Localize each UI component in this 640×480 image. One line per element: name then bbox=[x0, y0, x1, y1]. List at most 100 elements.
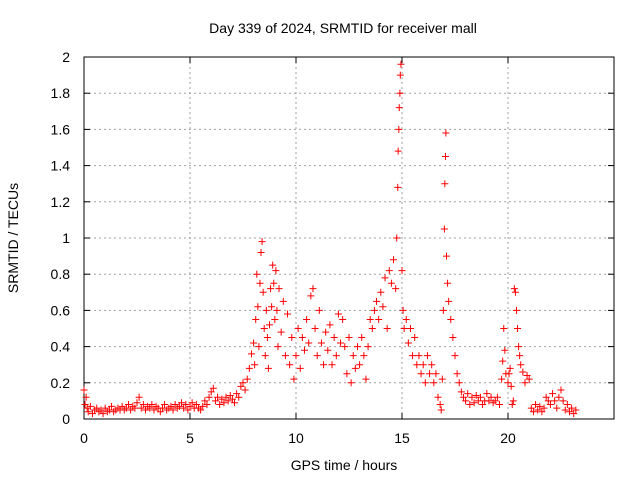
data-point bbox=[135, 393, 143, 401]
data-point bbox=[118, 402, 126, 410]
data-point bbox=[370, 306, 378, 314]
data-point bbox=[443, 252, 451, 260]
data-point bbox=[496, 401, 504, 409]
data-point bbox=[82, 393, 90, 401]
data-point bbox=[237, 382, 245, 390]
data-point bbox=[364, 343, 372, 351]
data-point bbox=[459, 393, 467, 401]
data-point bbox=[226, 391, 234, 399]
data-point bbox=[441, 153, 449, 161]
data-point bbox=[256, 279, 264, 287]
y-tick-labels: 0 0.2 0.4 0.6 0.8 1 1.2 1.4 1.6 1.8 2 bbox=[51, 49, 71, 427]
data-point bbox=[417, 370, 425, 378]
data-point bbox=[337, 339, 345, 347]
x-tick-label: 20 bbox=[500, 430, 516, 446]
data-point bbox=[88, 410, 96, 418]
data-point bbox=[434, 393, 442, 401]
data-point bbox=[243, 375, 251, 383]
data-point bbox=[269, 261, 277, 269]
data-point bbox=[453, 370, 461, 378]
data-point bbox=[197, 406, 205, 414]
data-point bbox=[300, 346, 308, 354]
data-point bbox=[260, 325, 268, 332]
data-point bbox=[105, 406, 113, 414]
data-point bbox=[362, 375, 370, 383]
data-point bbox=[534, 406, 542, 414]
data-point bbox=[399, 306, 407, 314]
data-point bbox=[218, 395, 226, 403]
data-point bbox=[261, 352, 269, 360]
data-point bbox=[555, 393, 563, 401]
data-point bbox=[305, 339, 313, 347]
data-point bbox=[404, 339, 412, 347]
data-point bbox=[396, 71, 404, 79]
data-point bbox=[211, 397, 219, 405]
data-point bbox=[205, 393, 213, 401]
data-point bbox=[383, 325, 391, 332]
data-point bbox=[273, 306, 281, 314]
data-point bbox=[438, 375, 446, 383]
data-point bbox=[127, 406, 135, 414]
data-point bbox=[264, 364, 272, 372]
y-tick-label: 1 bbox=[62, 230, 70, 246]
data-point bbox=[377, 288, 385, 296]
data-point bbox=[101, 404, 109, 412]
data-point bbox=[80, 386, 88, 394]
data-point bbox=[521, 379, 529, 387]
data-point bbox=[437, 406, 445, 414]
data-point bbox=[476, 393, 484, 401]
data-point bbox=[423, 352, 431, 360]
data-point bbox=[281, 352, 289, 360]
data-point bbox=[398, 267, 406, 275]
data-point bbox=[233, 390, 241, 398]
data-point bbox=[303, 315, 311, 323]
data-point bbox=[345, 334, 353, 342]
data-point bbox=[137, 404, 145, 412]
data-point bbox=[493, 393, 501, 401]
data-point bbox=[203, 401, 211, 409]
data-point bbox=[326, 321, 334, 329]
data-point bbox=[540, 404, 548, 412]
data-point bbox=[559, 397, 567, 405]
data-point bbox=[487, 393, 495, 401]
data-point bbox=[292, 352, 300, 360]
data-point bbox=[133, 399, 141, 407]
data-point bbox=[430, 379, 438, 387]
data-point bbox=[462, 397, 470, 405]
data-point bbox=[272, 267, 280, 275]
data-point bbox=[245, 364, 253, 372]
data-point bbox=[253, 270, 261, 278]
data-point bbox=[394, 183, 402, 191]
data-point bbox=[483, 390, 491, 398]
data-point bbox=[402, 315, 410, 323]
data-point bbox=[171, 401, 179, 409]
data-point bbox=[565, 408, 573, 416]
data-point bbox=[161, 401, 169, 409]
data-point bbox=[201, 397, 209, 405]
data-point bbox=[436, 401, 444, 409]
data-point bbox=[180, 404, 188, 412]
data-point bbox=[411, 334, 419, 342]
data-point bbox=[158, 404, 166, 412]
data-point bbox=[332, 352, 340, 360]
data-point bbox=[479, 401, 487, 409]
data-point bbox=[570, 410, 578, 418]
data-point bbox=[250, 339, 258, 347]
data-point bbox=[251, 361, 259, 369]
data-point bbox=[505, 370, 513, 378]
data-point bbox=[536, 402, 544, 410]
data-point bbox=[271, 315, 279, 323]
y-axis-title: SRMTID / TECUs bbox=[5, 183, 21, 293]
data-point bbox=[322, 328, 330, 336]
x-tick-label: 0 bbox=[80, 430, 88, 446]
data-point bbox=[444, 279, 452, 287]
y-tick-label: 0 bbox=[62, 411, 70, 427]
data-point bbox=[508, 401, 516, 409]
data-point bbox=[464, 390, 472, 398]
data-point bbox=[182, 401, 190, 409]
data-point bbox=[307, 292, 315, 300]
data-point bbox=[519, 368, 527, 376]
data-point bbox=[122, 404, 130, 412]
data-point bbox=[485, 397, 493, 405]
data-point bbox=[125, 401, 133, 409]
